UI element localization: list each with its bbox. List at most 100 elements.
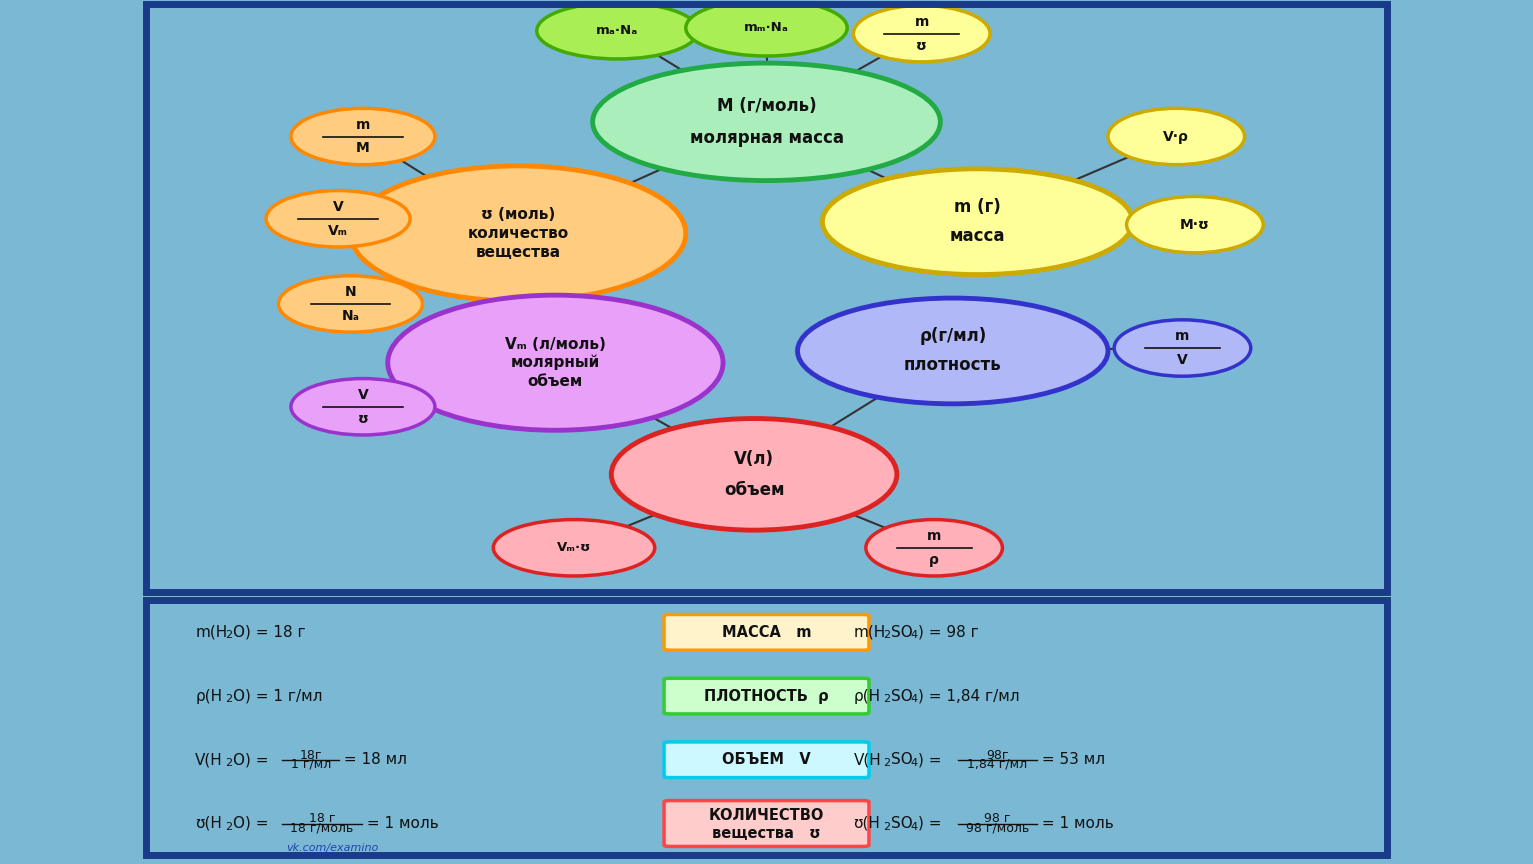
Text: SO: SO <box>891 816 912 831</box>
Ellipse shape <box>797 298 1108 403</box>
Ellipse shape <box>822 168 1133 275</box>
Text: V: V <box>333 200 343 214</box>
Ellipse shape <box>291 378 435 435</box>
FancyBboxPatch shape <box>664 678 869 714</box>
Text: Nₐ: Nₐ <box>342 308 360 323</box>
Ellipse shape <box>1108 108 1245 165</box>
Text: 4: 4 <box>911 694 918 704</box>
Text: 2: 2 <box>883 822 891 831</box>
Text: 2: 2 <box>225 822 231 831</box>
Text: ρ(H: ρ(H <box>195 689 222 703</box>
Ellipse shape <box>866 519 1003 576</box>
Text: M·ʊ: M·ʊ <box>1180 218 1210 232</box>
Text: O) = 1 г/мл: O) = 1 г/мл <box>233 689 322 703</box>
Text: = 1 моль: = 1 моль <box>362 816 438 831</box>
FancyBboxPatch shape <box>664 614 869 651</box>
Text: m(H: m(H <box>854 625 886 640</box>
Text: m: m <box>1176 329 1190 343</box>
Text: 18 г: 18 г <box>308 812 336 825</box>
Text: V(л): V(л) <box>734 450 774 468</box>
Text: плотность: плотность <box>904 357 1001 374</box>
Text: 2: 2 <box>883 631 891 640</box>
Text: Vₘ (л/моль): Vₘ (л/моль) <box>504 337 606 352</box>
Text: молярная масса: молярная масса <box>690 129 843 147</box>
Text: V·ρ: V·ρ <box>1164 130 1190 143</box>
FancyBboxPatch shape <box>664 742 869 778</box>
Text: 98 г/моль: 98 г/моль <box>966 822 1029 835</box>
Ellipse shape <box>1114 320 1251 376</box>
Text: mₐ·Nₐ: mₐ·Nₐ <box>596 24 639 37</box>
Ellipse shape <box>854 5 990 62</box>
Ellipse shape <box>685 0 848 56</box>
Ellipse shape <box>388 295 724 430</box>
Text: vk.com/examino: vk.com/examino <box>285 842 379 853</box>
Text: количество: количество <box>468 226 569 241</box>
Text: объем: объем <box>527 374 583 389</box>
Text: 2: 2 <box>225 694 231 704</box>
Text: SO: SO <box>891 689 912 703</box>
Text: ρ: ρ <box>929 553 940 567</box>
Text: mₘ·Nₐ: mₘ·Nₐ <box>744 22 789 35</box>
Text: = 53 мл: = 53 мл <box>1038 753 1105 767</box>
Text: объем: объем <box>724 480 785 499</box>
Ellipse shape <box>593 63 940 181</box>
Text: ʊ: ʊ <box>917 39 927 53</box>
Text: МАССА   m: МАССА m <box>722 625 811 640</box>
Text: М (г/моль): М (г/моль) <box>717 97 816 115</box>
Text: O) =: O) = <box>233 753 273 767</box>
Text: молярный: молярный <box>510 355 599 371</box>
Ellipse shape <box>537 3 698 59</box>
Text: КОЛИЧЕСТВО: КОЛИЧЕСТВО <box>708 808 825 823</box>
Text: 4: 4 <box>911 631 918 640</box>
Text: M: M <box>356 142 369 156</box>
Text: 4: 4 <box>911 758 918 768</box>
Text: 18г: 18г <box>299 749 322 762</box>
Text: вещества   ʊ: вещества ʊ <box>713 825 820 841</box>
Text: O) =: O) = <box>233 816 273 831</box>
Text: N: N <box>345 285 356 299</box>
Text: 2: 2 <box>883 694 891 704</box>
Text: ʊ (моль): ʊ (моль) <box>481 207 555 222</box>
Text: m: m <box>356 118 369 131</box>
Text: Vₘ·ʊ: Vₘ·ʊ <box>556 541 592 555</box>
Ellipse shape <box>1127 196 1263 253</box>
Ellipse shape <box>351 166 685 301</box>
Text: 2: 2 <box>225 758 231 768</box>
Text: ) =: ) = <box>918 816 946 831</box>
Text: SO: SO <box>891 625 912 640</box>
Text: 2: 2 <box>883 758 891 768</box>
Text: m: m <box>927 529 941 543</box>
Text: V(H: V(H <box>195 753 224 767</box>
Ellipse shape <box>267 191 411 247</box>
Text: m (г): m (г) <box>954 198 1001 216</box>
Text: = 1 моль: = 1 моль <box>1038 816 1114 831</box>
Text: V: V <box>1177 353 1188 367</box>
Text: V: V <box>357 388 368 402</box>
Text: 98 г: 98 г <box>984 812 1010 825</box>
Ellipse shape <box>612 418 897 530</box>
Ellipse shape <box>494 519 655 576</box>
Text: 1,84 г/мл: 1,84 г/мл <box>967 758 1027 771</box>
Text: 4: 4 <box>911 822 918 831</box>
Text: ) =: ) = <box>918 753 946 767</box>
Text: ρ(г/мл): ρ(г/мл) <box>920 327 986 346</box>
Text: 98г: 98г <box>986 749 1009 762</box>
Text: Vₘ: Vₘ <box>328 224 348 238</box>
Text: 2: 2 <box>225 631 231 640</box>
Text: ) = 1,84 г/мл: ) = 1,84 г/мл <box>918 689 1019 703</box>
Text: 1 г/мл: 1 г/мл <box>291 758 331 771</box>
Text: m: m <box>915 15 929 29</box>
Text: V(H: V(H <box>854 753 881 767</box>
Text: ) = 98 г: ) = 98 г <box>918 625 978 640</box>
Text: = 18 мл: = 18 мл <box>339 753 408 767</box>
Text: ʊ: ʊ <box>357 411 368 426</box>
FancyBboxPatch shape <box>664 801 869 847</box>
Ellipse shape <box>279 276 423 332</box>
Text: ρ(H: ρ(H <box>854 689 880 703</box>
Text: m(H: m(H <box>195 625 227 640</box>
Text: ПЛОТНОСТЬ  ρ: ПЛОТНОСТЬ ρ <box>704 689 829 703</box>
Text: масса: масса <box>950 227 1006 245</box>
Text: вещества: вещества <box>475 245 561 259</box>
Text: ʊ(H: ʊ(H <box>854 816 880 831</box>
Ellipse shape <box>291 108 435 165</box>
